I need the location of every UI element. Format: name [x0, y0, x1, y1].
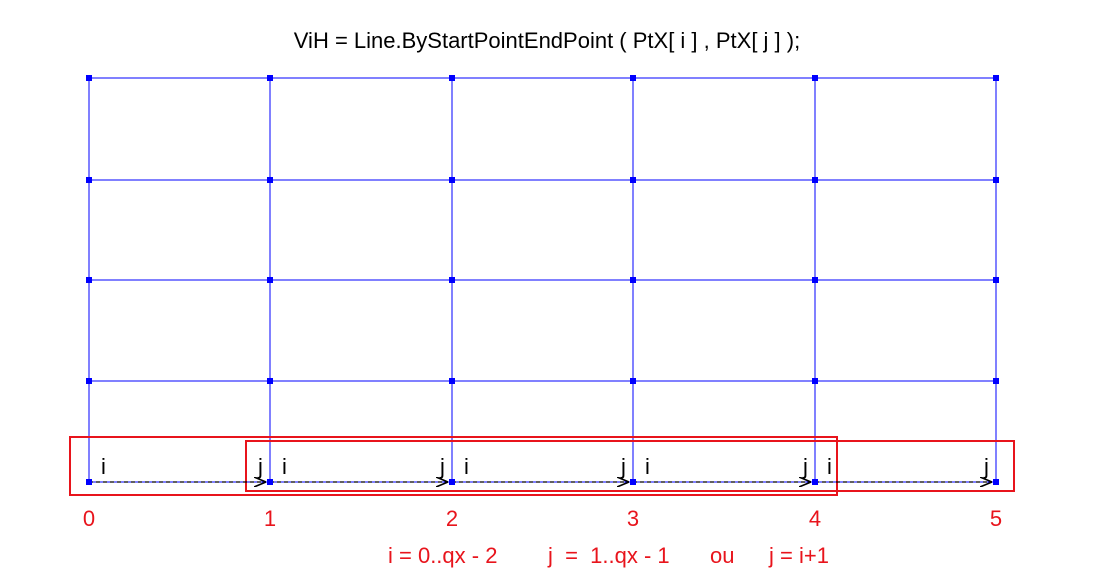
- grid-node: [449, 378, 455, 384]
- j-alt-label: j = i+1: [769, 543, 829, 568]
- grid-node: [267, 378, 273, 384]
- grid-node: [86, 479, 92, 485]
- segment-end-label: j: [439, 454, 445, 479]
- grid-node: [993, 277, 999, 283]
- formula-title: ViH = Line.ByStartPointEndPoint ( PtX[ i…: [293, 28, 801, 53]
- segment-start-label: i: [827, 454, 832, 479]
- ou-label: ou: [710, 543, 735, 568]
- grid-node: [267, 177, 273, 183]
- highlight-box: [245, 440, 1015, 492]
- i-range-label: i = 0..qx - 2: [388, 543, 498, 568]
- j-range-label: j = 1..qx - 1: [548, 543, 670, 568]
- grid-node: [267, 75, 273, 81]
- segment-start-label: i: [645, 454, 650, 479]
- grid-node: [812, 378, 818, 384]
- grid-node: [86, 177, 92, 183]
- grid-node: [449, 277, 455, 283]
- column-index-label: 5: [990, 506, 1002, 531]
- grid-node: [630, 177, 636, 183]
- grid-node: [86, 378, 92, 384]
- segment-start-label: i: [464, 454, 469, 479]
- grid-node: [267, 277, 273, 283]
- grid-node: [630, 277, 636, 283]
- segment-end-label: j: [257, 454, 263, 479]
- grid-node: [267, 479, 273, 485]
- grid-node: [449, 75, 455, 81]
- grid-node: [812, 479, 818, 485]
- grid-node: [993, 378, 999, 384]
- column-index-label: 3: [627, 506, 639, 531]
- grid-node: [812, 177, 818, 183]
- highlight-box: [69, 436, 838, 496]
- grid-node: [993, 177, 999, 183]
- segment-end-label: j: [802, 454, 808, 479]
- grid-node: [812, 277, 818, 283]
- column-index-label: 4: [809, 506, 821, 531]
- column-index-label: 1: [264, 506, 276, 531]
- grid-node: [86, 277, 92, 283]
- grid-node: [86, 75, 92, 81]
- segment-end-label: j: [983, 454, 989, 479]
- column-index-label: 0: [83, 506, 95, 531]
- grid-node: [812, 75, 818, 81]
- column-index-label: 2: [446, 506, 458, 531]
- segment-start-label: i: [101, 454, 106, 479]
- grid-node: [449, 479, 455, 485]
- grid-node: [630, 75, 636, 81]
- grid-node: [449, 177, 455, 183]
- segment-start-label: i: [282, 454, 287, 479]
- grid-node: [630, 479, 636, 485]
- segment-end-label: j: [620, 454, 626, 479]
- grid-node: [993, 75, 999, 81]
- grid-node: [630, 378, 636, 384]
- grid-node: [993, 479, 999, 485]
